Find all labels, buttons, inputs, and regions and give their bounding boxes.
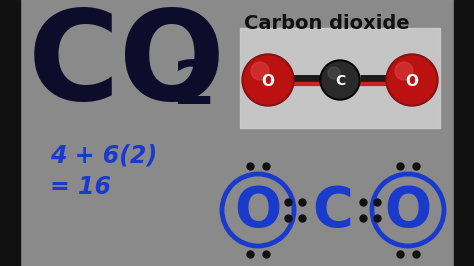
Text: O: O xyxy=(384,184,431,238)
Bar xyxy=(240,28,440,128)
Circle shape xyxy=(386,54,438,106)
Circle shape xyxy=(320,60,360,100)
Circle shape xyxy=(328,67,340,79)
Text: CO: CO xyxy=(28,5,226,126)
Text: 4 + 6(2): 4 + 6(2) xyxy=(50,143,157,167)
Text: C: C xyxy=(335,74,345,88)
Circle shape xyxy=(251,62,269,80)
Text: O: O xyxy=(405,73,419,89)
Text: O: O xyxy=(235,184,282,238)
Circle shape xyxy=(395,62,413,80)
Circle shape xyxy=(388,56,436,104)
Bar xyxy=(454,0,474,266)
Circle shape xyxy=(242,54,294,106)
Text: = 16: = 16 xyxy=(50,175,111,199)
Circle shape xyxy=(244,56,292,104)
Text: C: C xyxy=(313,184,354,238)
Text: 2: 2 xyxy=(172,58,215,117)
Bar xyxy=(0,0,20,266)
Text: Carbon dioxide: Carbon dioxide xyxy=(244,14,410,33)
Text: O: O xyxy=(262,73,274,89)
Circle shape xyxy=(322,62,358,98)
